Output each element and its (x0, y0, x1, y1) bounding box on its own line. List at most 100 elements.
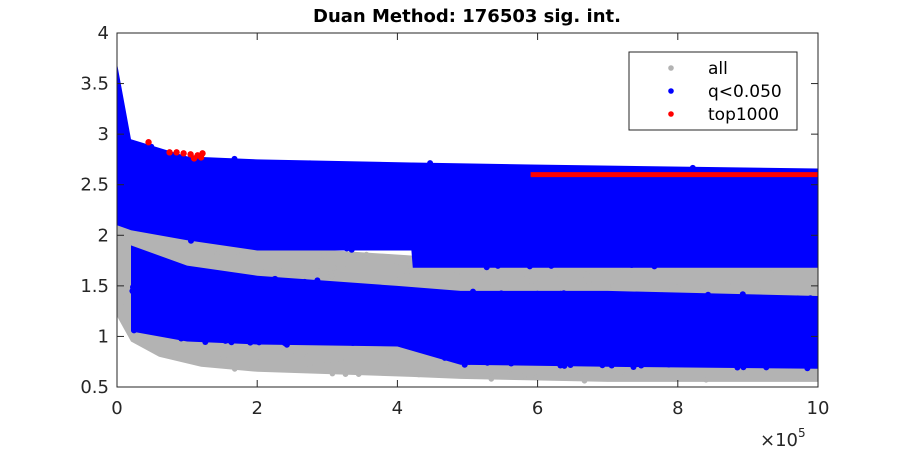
series-all-point (644, 277, 651, 284)
series-q-point (627, 345, 634, 352)
series-all-point (798, 375, 804, 382)
series-q-point (748, 326, 755, 333)
series-q-point (326, 178, 333, 185)
series-q-point (308, 236, 315, 243)
series-q-point (354, 334, 361, 341)
series-q-point (419, 308, 425, 315)
series-q-point (317, 287, 324, 294)
series-q-point (785, 319, 792, 326)
series-q-point (503, 207, 509, 214)
series-q-upper-area (117, 63, 818, 268)
series-q-point (324, 239, 330, 246)
series-all-point (316, 268, 322, 275)
series-q-point (251, 312, 258, 319)
series-top1000-point (173, 149, 180, 156)
series-q-point (638, 318, 645, 325)
series-q-point (444, 322, 451, 329)
series-all-point (479, 270, 486, 276)
series-q-point (618, 226, 625, 233)
series-q-point (787, 254, 794, 261)
series-q-point (631, 342, 638, 349)
series-q-point (342, 327, 349, 334)
series-all-point (168, 349, 174, 356)
series-q-point (693, 259, 699, 266)
series-q-point (388, 303, 395, 310)
series-q-point (416, 239, 423, 246)
series-q-point (204, 228, 211, 235)
series-q-point (371, 243, 378, 250)
series-q-point (520, 347, 527, 354)
series-all-point (653, 375, 660, 382)
series-q-point (677, 335, 684, 342)
series-q-point (811, 306, 818, 313)
series-q-point (262, 317, 269, 324)
series-q-point (275, 203, 281, 210)
series-q-point (738, 178, 745, 185)
series-q-point (294, 327, 301, 334)
series-q-point (170, 168, 177, 175)
series-all-point (491, 280, 498, 286)
series-q-point (335, 206, 342, 213)
series-q-point (219, 179, 226, 186)
series-q-point (425, 314, 432, 321)
series-q-point (452, 342, 459, 349)
series-q-point (202, 332, 209, 339)
series-q-point (696, 297, 703, 304)
series-q-point (677, 312, 684, 319)
series-q-point (484, 359, 491, 366)
series-q-point (561, 362, 568, 369)
series-q-point (522, 237, 529, 244)
series-q-point (643, 230, 650, 237)
series-q-point (466, 191, 473, 198)
series-q-point (736, 337, 743, 344)
series-q-point (609, 291, 616, 298)
series-q-point (310, 325, 317, 332)
series-all-point (260, 269, 267, 276)
series-q-point (498, 317, 505, 324)
series-q-point (233, 221, 240, 228)
series-q-point (504, 341, 511, 348)
series-q-point (213, 284, 220, 291)
series-q-point (482, 344, 489, 351)
series-q-point (131, 327, 137, 334)
series-all-point (338, 357, 344, 363)
series-q-point (174, 325, 181, 332)
series-q-point (502, 304, 509, 311)
series-q-point (352, 199, 359, 206)
series-q-point (623, 314, 630, 321)
series-q-point (407, 334, 414, 341)
series-all-point (508, 276, 515, 283)
series-q-point (310, 314, 317, 321)
series-all-point (419, 270, 426, 276)
series-q-point (802, 319, 808, 326)
series-all-point (488, 376, 495, 382)
series-q-point (515, 167, 522, 174)
series-q-point (127, 200, 134, 206)
series-q-point (655, 181, 661, 188)
series-q-point (743, 356, 750, 363)
x-exponent-base: ×10 (760, 430, 798, 450)
series-q-point (235, 231, 241, 238)
series-all-point (340, 265, 347, 272)
series-q-point (314, 325, 321, 332)
y-tick-label: 3 (98, 124, 109, 145)
series-q-point (490, 296, 497, 303)
series-q-point (358, 244, 365, 251)
series-q-point (325, 204, 332, 211)
series-all-point (416, 371, 422, 378)
series-q-point (291, 202, 298, 209)
series-q-point (332, 285, 339, 292)
series-q-point (471, 311, 478, 318)
series-q-point (260, 331, 266, 337)
series-q-point (770, 186, 777, 193)
series-q-point (764, 359, 771, 366)
x-exponent-label: ×105 (760, 426, 806, 450)
series-q-point (495, 337, 502, 344)
series-q-point (248, 332, 254, 339)
series-q-point (561, 352, 568, 359)
series-q-point (319, 223, 326, 230)
series-q-point (691, 294, 698, 301)
series-q-point (534, 331, 541, 338)
series-q-point (198, 171, 205, 178)
series-q-point (616, 292, 623, 299)
